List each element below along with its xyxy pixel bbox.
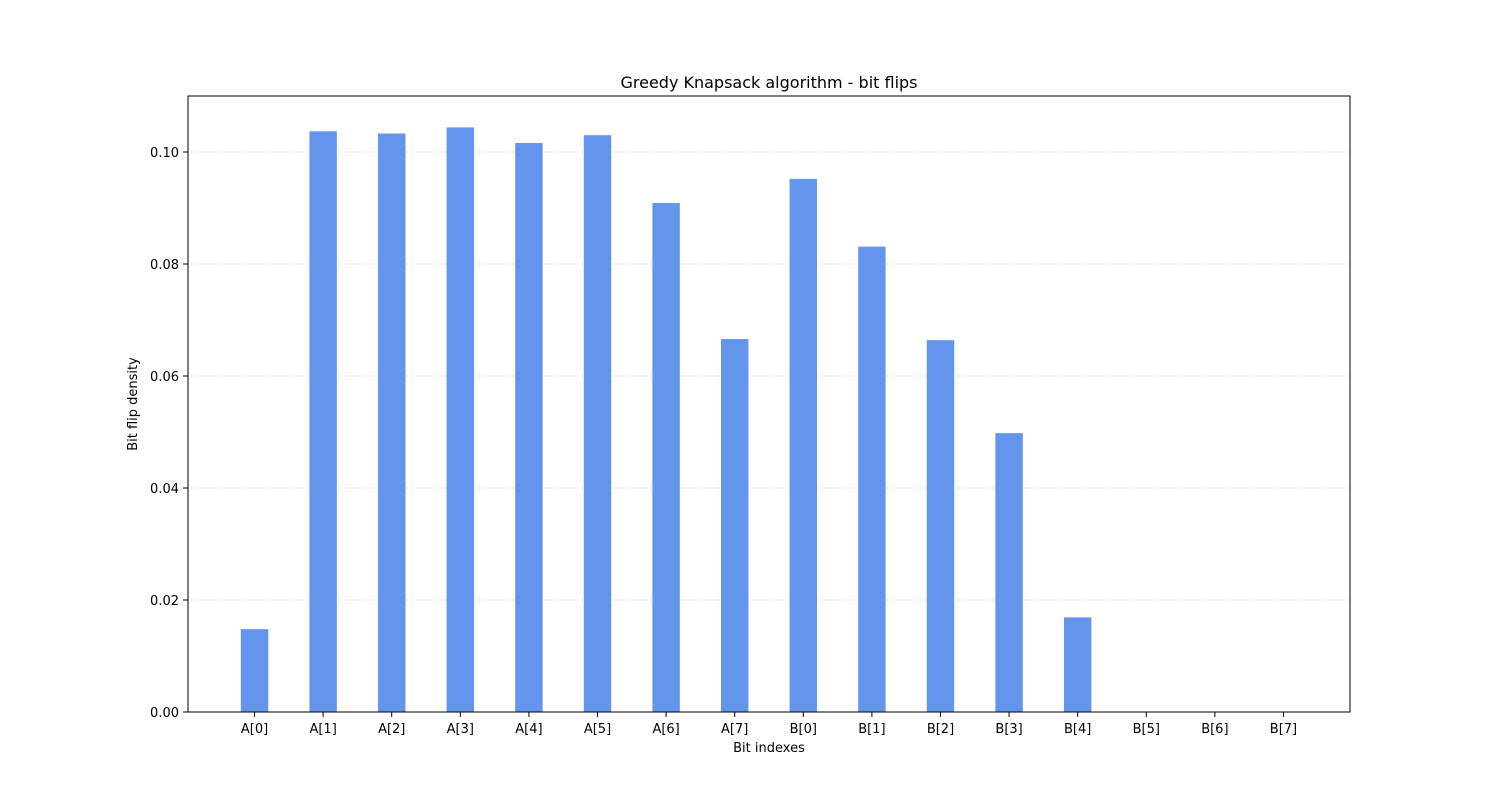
y-tick-label: 0.06 xyxy=(150,370,179,385)
x-tick-label: A[7] xyxy=(721,722,748,737)
bar-a0 xyxy=(240,629,269,712)
x-tick-label: B[6] xyxy=(1201,722,1228,737)
grid-lines xyxy=(188,151,1350,713)
x-tick-label: A[3] xyxy=(447,722,474,737)
y-tick-label: 0.10 xyxy=(150,146,179,161)
bar-a6 xyxy=(652,202,680,712)
x-axis-label: Bit indexes xyxy=(733,741,805,756)
y-tick-label: 0.04 xyxy=(150,482,179,497)
x-tick-label: A[1] xyxy=(309,722,336,737)
plot-frame xyxy=(187,95,1351,713)
bar-b0 xyxy=(789,178,818,712)
y-tick-label: 0.08 xyxy=(150,258,179,273)
bar-a1 xyxy=(309,131,337,712)
x-tick-label: B[2] xyxy=(927,722,954,737)
x-tick-label: A[6] xyxy=(652,722,679,737)
y-tick-label: 0.02 xyxy=(150,594,179,609)
x-tick-label: B[1] xyxy=(858,722,885,737)
x-tick-label: A[2] xyxy=(378,722,405,737)
chart-title: Greedy Knapsack algorithm - bit flips xyxy=(620,73,917,92)
bar-a4 xyxy=(515,143,543,713)
x-tick-label: A[5] xyxy=(584,722,611,737)
bars xyxy=(240,127,1092,713)
x-tick-label: B[7] xyxy=(1270,722,1297,737)
y-axis-ticks: 0.00 0.02 0.04 0.06 0.08 0.10 xyxy=(150,146,188,721)
bar-b4 xyxy=(1063,617,1092,712)
y-axis-label: Bit flip density xyxy=(126,357,141,451)
x-tick-label: B[5] xyxy=(1133,722,1160,737)
bar-a5 xyxy=(583,135,612,712)
x-axis-ticks: A[0] A[1] A[2] A[3] A[4] A[5] A[6] A[7] B[0] B[1]… xyxy=(241,712,1297,737)
bar-a3 xyxy=(446,127,475,713)
bar-a7 xyxy=(720,339,749,712)
bar-b2 xyxy=(926,340,955,712)
y-tick-label: 0.00 xyxy=(150,706,179,721)
x-tick-label: A[0] xyxy=(241,722,268,737)
bar-b1 xyxy=(858,246,886,712)
x-tick-label: A[4] xyxy=(515,722,542,737)
bar-a2 xyxy=(378,133,406,712)
x-tick-label: B[0] xyxy=(790,722,817,737)
x-tick-label: B[3] xyxy=(995,722,1022,737)
bar-b3 xyxy=(995,433,1023,712)
x-tick-label: B[4] xyxy=(1064,722,1091,737)
